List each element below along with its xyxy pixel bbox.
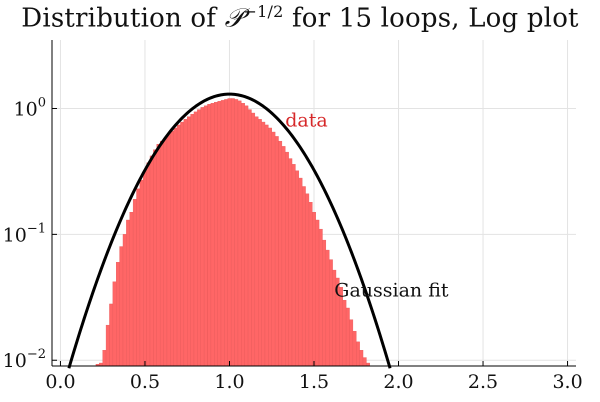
annotations: data Gaussian fit — [285, 109, 449, 301]
histogram-bar — [305, 193, 310, 367]
histogram-bar — [173, 127, 178, 367]
title-suffix: for 15 loops, Log plot — [283, 3, 579, 34]
x-tick-label: 0.0 — [45, 371, 75, 393]
y-tick-label: 10−1 — [3, 221, 46, 246]
histogram-bar — [156, 144, 161, 367]
histogram-bar — [345, 307, 350, 367]
histogram-bar — [146, 162, 151, 367]
y-tick-label: 10−2 — [3, 347, 46, 372]
histogram-bar — [129, 211, 134, 367]
histogram-bar — [149, 155, 154, 367]
histogram-bar — [264, 124, 269, 367]
histogram-bar — [271, 131, 276, 367]
histogram-bar — [207, 104, 212, 367]
histogram-bar — [102, 350, 107, 367]
histogram-bar — [244, 105, 249, 367]
x-tick-label: 2.0 — [383, 371, 413, 393]
histogram-bar — [176, 124, 181, 367]
chart-title: Distribution of 𝒫−1/2 for 15 loops, Log … — [0, 2, 600, 35]
histogram-bar — [183, 119, 188, 367]
histogram-bar — [193, 111, 198, 367]
x-tick-label: 3.0 — [552, 371, 582, 393]
histogram-bar — [139, 179, 144, 367]
gaussian-fit — [67, 92, 392, 369]
histogram-bar — [163, 138, 168, 367]
x-tick-label: 2.5 — [468, 371, 498, 393]
histogram-bar — [241, 103, 245, 367]
gaussian-fit-line — [67, 92, 392, 369]
histogram-bar — [285, 151, 289, 367]
histogram-bar — [112, 281, 117, 367]
histogram-bar — [349, 319, 354, 367]
tick-labels: 0.0 0.5 1.0 1.5 2.0 2.5 3.0 10−2 10−1 100 — [3, 95, 583, 393]
histogram-bar — [136, 188, 141, 367]
histogram-bar — [237, 100, 242, 367]
histogram-bar — [301, 186, 306, 367]
histogram-bar — [258, 119, 262, 367]
histogram-bar — [109, 303, 114, 367]
histogram-bar — [274, 136, 279, 367]
histogram-bar — [153, 149, 158, 367]
histogram-bar — [234, 99, 239, 367]
histogram-bar — [362, 357, 367, 367]
histogram-bar — [278, 140, 283, 367]
histogram-bar — [116, 262, 120, 367]
x-tick-label: 0.5 — [130, 371, 160, 393]
histogram-bar — [143, 170, 147, 367]
title-exponent: −1/2 — [243, 2, 284, 21]
histogram-bar — [119, 246, 124, 367]
histogram-bar — [295, 170, 299, 367]
histogram-bar — [227, 98, 232, 367]
histogram-bar — [132, 199, 137, 367]
histogram-bar — [359, 350, 364, 367]
histogram-bar — [261, 121, 266, 367]
histogram-bar — [318, 228, 323, 367]
histogram-bar — [187, 116, 191, 367]
histogram-bar — [315, 219, 320, 367]
histogram-bar — [288, 158, 293, 367]
histogram-bar — [122, 234, 127, 367]
histogram-bar — [105, 324, 110, 367]
histogram-bar — [159, 140, 164, 367]
histogram-bar — [214, 102, 218, 367]
histogram-bar — [210, 103, 215, 367]
histogram-bar — [356, 341, 360, 367]
annotation-label: Gaussian fit — [334, 280, 449, 302]
histogram-bar — [170, 131, 174, 367]
title-prefix: Distribution of — [21, 3, 225, 34]
axes — [51, 40, 576, 367]
histogram-bar — [329, 259, 333, 367]
histogram-bar — [224, 99, 228, 367]
histogram-bar — [312, 211, 316, 367]
histogram-bar — [200, 107, 205, 367]
histogram-bar — [180, 121, 185, 367]
histogram-bars — [95, 98, 370, 367]
histogram-bar — [203, 105, 208, 367]
annotation-label: data — [285, 109, 327, 131]
histogram-bar — [298, 177, 303, 367]
histogram-bar — [342, 299, 347, 367]
y-tick-label: 100 — [14, 95, 46, 120]
histogram-bar — [281, 146, 286, 367]
histogram-bar — [352, 331, 357, 367]
histogram-bar — [217, 101, 222, 367]
histogram-bar — [126, 219, 130, 367]
histogram-bar — [254, 116, 259, 367]
histogram-bar — [197, 109, 201, 367]
title-symbol: 𝒫 — [224, 3, 244, 34]
histogram-bar — [166, 134, 171, 367]
histogram-bar — [247, 109, 252, 367]
histogram-bar — [251, 112, 256, 367]
histogram-bar — [268, 127, 272, 367]
histogram-bar — [322, 239, 327, 367]
x-tick-label: 1.5 — [299, 371, 329, 393]
x-tick-label: 1.0 — [214, 371, 244, 393]
histogram-bar — [220, 100, 225, 367]
histogram-bar — [190, 114, 195, 367]
histogram-bar — [325, 249, 330, 367]
histogram-bar — [308, 202, 313, 367]
histogram-bar — [291, 164, 296, 367]
histogram-bar — [230, 98, 235, 367]
